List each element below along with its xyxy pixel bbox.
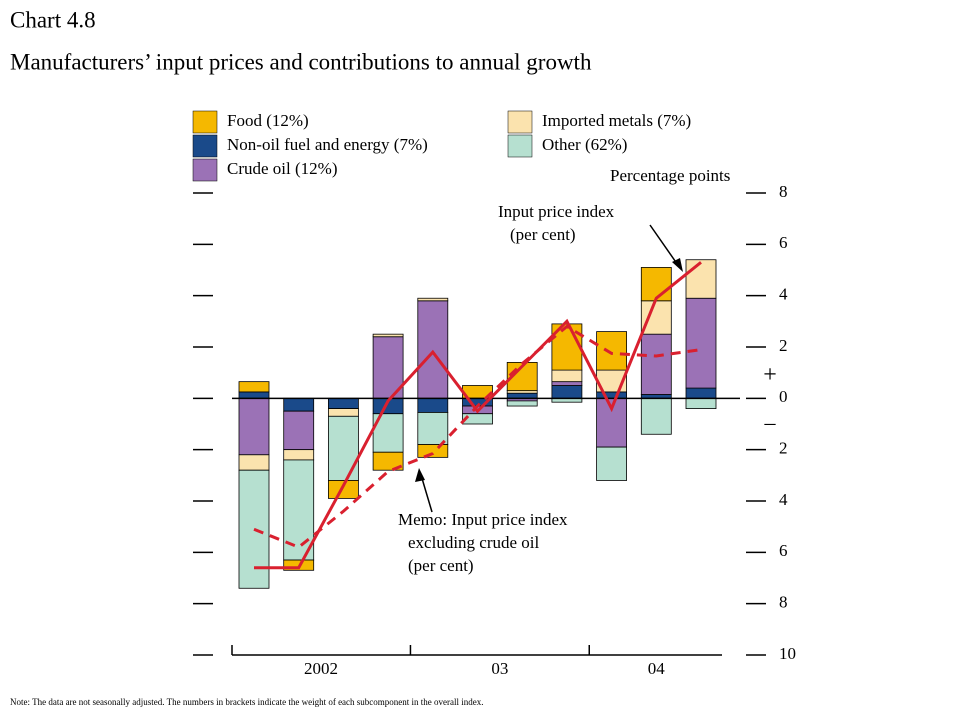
annotation-arrow	[420, 474, 433, 513]
bar-segment	[327, 397, 359, 410]
bar-segment	[238, 397, 270, 456]
bar-segment	[640, 397, 672, 435]
bar-segment	[640, 300, 672, 335]
bar-segment	[685, 259, 717, 299]
legend-label: Imported metals (7%)	[542, 111, 691, 130]
bar-segment	[506, 392, 538, 399]
x-group-label: 04	[648, 659, 666, 678]
legend-label: Crude oil (12%)	[227, 159, 337, 178]
y-tick-label: 0	[779, 387, 788, 406]
y-tick-label: 2	[779, 336, 788, 355]
bar-segment	[506, 400, 538, 407]
sign-minus: –	[764, 409, 777, 434]
bar-segment	[596, 331, 627, 371]
index-line	[254, 261, 702, 570]
y-tick-label: 4	[779, 490, 788, 509]
chart-title: Chart 4.8	[10, 7, 96, 32]
bar-segment	[327, 408, 359, 417]
legend-swatch	[192, 110, 218, 134]
y-tick-label: 6	[779, 541, 788, 560]
bar-segment	[327, 415, 359, 481]
x-group-label: 2002	[304, 659, 338, 678]
bar-segment	[685, 397, 717, 410]
y-tick-label: 4	[779, 285, 788, 304]
bar-segment	[238, 381, 270, 393]
bar-segment	[372, 451, 404, 471]
bar-segment	[417, 444, 449, 458]
bar-segment	[283, 449, 315, 461]
legend-swatch	[507, 134, 533, 158]
bar-segment	[551, 381, 583, 386]
note: Note: The data are not seasonally adjust…	[10, 697, 484, 707]
x-group-label: 03	[491, 659, 508, 678]
bar-segment	[372, 333, 404, 338]
legend-label: Non-oil fuel and energy (7%)	[227, 135, 428, 154]
bar-segment	[640, 267, 672, 302]
y-axis-label: Percentage points	[610, 166, 730, 185]
legend-swatch	[192, 158, 218, 182]
y-tick-label: 6	[779, 233, 788, 252]
bar-segment	[327, 480, 359, 499]
y-tick-label: 8	[779, 182, 788, 201]
bar-segment	[417, 397, 449, 413]
bar-segment	[238, 454, 270, 471]
legend-label: Food (12%)	[227, 111, 309, 130]
bar-segment	[283, 397, 315, 412]
index-line	[253, 324, 702, 549]
line-annotation: Memo: Input price index	[398, 510, 568, 529]
line-annotation: (per cent)	[510, 225, 576, 244]
bar-segment	[417, 412, 449, 445]
y-tick-label: 10	[779, 644, 796, 663]
bar-segment	[417, 297, 449, 302]
bar-segment	[640, 333, 672, 395]
bar-segment	[462, 413, 493, 425]
bar-segment	[283, 459, 315, 561]
line-annotation: (per cent)	[408, 556, 474, 575]
line-annotation: Input price index	[498, 202, 615, 221]
arrow-head	[672, 258, 683, 272]
legend-swatch	[192, 134, 218, 158]
sign-plus: +	[763, 362, 777, 388]
bar-segment	[238, 391, 270, 399]
bar-segment	[417, 300, 449, 399]
legend-swatch	[507, 110, 533, 134]
chart-subtitle: Manufacturers’ input prices and contribu…	[10, 49, 592, 74]
bar-segment	[685, 387, 717, 399]
arrow-head	[415, 468, 425, 482]
bar-segment	[551, 369, 583, 383]
bar-segment	[551, 385, 583, 399]
bar-segment	[283, 410, 315, 451]
legend-label: Other (62%)	[542, 135, 627, 154]
y-tick-label: 2	[779, 439, 788, 458]
bar-segment	[596, 446, 627, 481]
y-tick-label: 8	[779, 593, 788, 612]
bar-segment	[685, 297, 717, 389]
line-annotation: excluding crude oil	[408, 533, 540, 552]
bar-segment	[596, 391, 627, 399]
